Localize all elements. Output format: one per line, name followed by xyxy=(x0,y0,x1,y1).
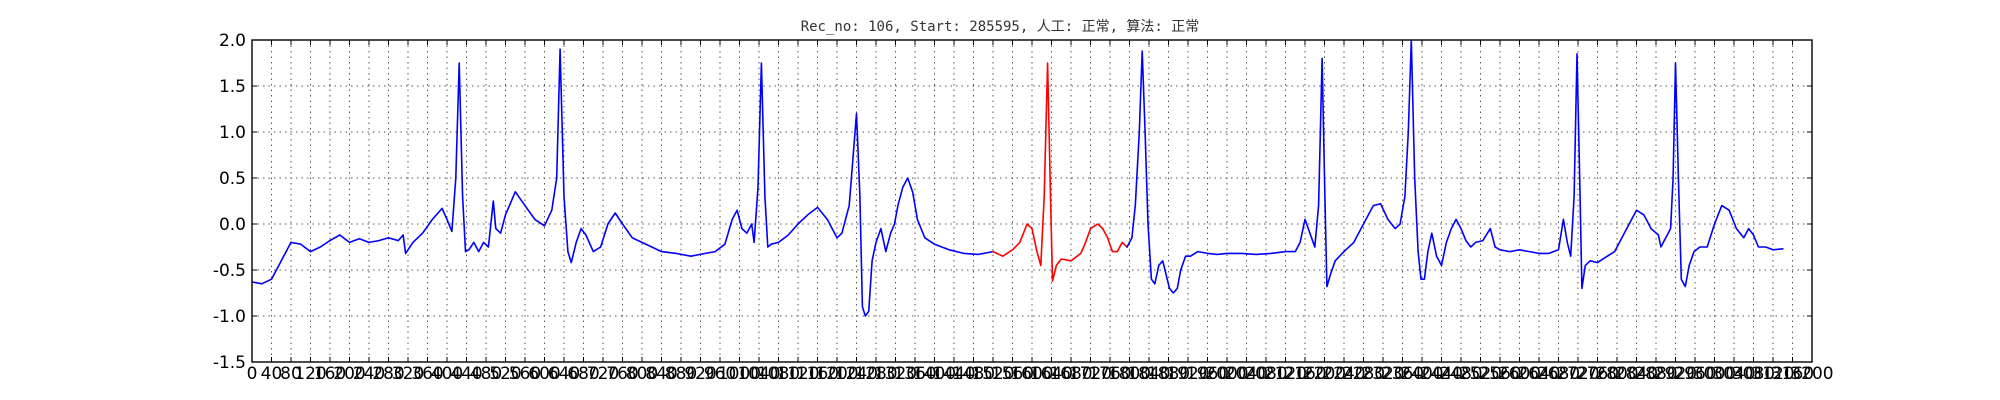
y-tick-label: 0.5 xyxy=(219,169,246,189)
x-tick-label: 1360 xyxy=(893,364,936,384)
y-tick-label: 1.5 xyxy=(219,77,246,97)
x-tick-label: 440 xyxy=(450,364,482,384)
x-tick-label: 960 xyxy=(704,364,736,384)
y-tick-label: 1.0 xyxy=(219,123,246,143)
x-tick-label: 2960 xyxy=(1673,364,1716,384)
x-tick-label: 680 xyxy=(567,364,599,384)
x-tick-label: 120 xyxy=(294,364,326,384)
x-tick-label: 160 xyxy=(314,364,346,384)
x-tick-label: 2840 xyxy=(1615,364,1658,384)
x-tick-label: 2160 xyxy=(1283,364,1326,384)
y-tick-label: 0.0 xyxy=(219,215,246,235)
x-tick-label: 1320 xyxy=(874,364,917,384)
x-tick-label: 520 xyxy=(489,364,521,384)
x-tick-label: 2320 xyxy=(1361,364,1404,384)
x-tick-label: 1720 xyxy=(1069,364,1112,384)
y-tick-label: -1.0 xyxy=(213,307,246,327)
y-tick-label: 2.0 xyxy=(219,31,246,51)
x-tick-label: 3160 xyxy=(1771,364,1814,384)
x-tick-label: 600 xyxy=(528,364,560,384)
x-tick-label: 560 xyxy=(509,364,541,384)
x-tick-label: 920 xyxy=(684,364,716,384)
x-tick-label: 1840 xyxy=(1127,364,1170,384)
x-tick-label: 880 xyxy=(665,364,697,384)
x-tick-label: 2200 xyxy=(1303,364,1346,384)
x-tick-label: 840 xyxy=(645,364,677,384)
series-line xyxy=(1126,39,1784,294)
x-tick-label: 2400 xyxy=(1400,364,1443,384)
grid xyxy=(251,39,1813,363)
x-tick-label: 2640 xyxy=(1517,364,1560,384)
x-tick-label: 2760 xyxy=(1576,364,1619,384)
x-tick-label: 2680 xyxy=(1537,364,1580,384)
x-tick-label: 3120 xyxy=(1751,364,1794,384)
x-tick-label: 2440 xyxy=(1420,364,1463,384)
x-tick-label: 1760 xyxy=(1088,364,1131,384)
x-tick-label: 80 xyxy=(280,364,302,384)
x-tick-label: 1960 xyxy=(1186,364,1229,384)
x-tick-label: 1400 xyxy=(913,364,956,384)
x-tick-label: 2280 xyxy=(1342,364,1385,384)
x-tick-label: 2520 xyxy=(1459,364,1502,384)
x-tick-label: 1680 xyxy=(1049,364,1092,384)
x-tick-label: 0 xyxy=(247,364,258,384)
x-tick-label: 2240 xyxy=(1322,364,1365,384)
x-tick-label: 1040 xyxy=(737,364,780,384)
y-tick-label: -0.5 xyxy=(213,261,246,281)
x-tick-label: 1080 xyxy=(757,364,800,384)
x-tick-label: 1560 xyxy=(991,364,1034,384)
ecg-signal xyxy=(251,39,1784,317)
x-tick-label: 2560 xyxy=(1478,364,1521,384)
x-tick-label: 1440 xyxy=(932,364,975,384)
x-tick-label: 3000 xyxy=(1693,364,1736,384)
x-tick-label: 1520 xyxy=(971,364,1014,384)
x-tick-label: 480 xyxy=(470,364,502,384)
x-tick-label: 2000 xyxy=(1205,364,1248,384)
x-tick-label: 400 xyxy=(431,364,463,384)
x-tick-label: 720 xyxy=(587,364,619,384)
x-tick-label: 1880 xyxy=(1147,364,1190,384)
x-tick-label: 1600 xyxy=(1010,364,1053,384)
x-axis: 0 408012016020024028032036040044048052056… xyxy=(247,40,1834,384)
x-tick-label: 280 xyxy=(372,364,404,384)
x-tick-label: 40 xyxy=(261,364,283,384)
x-tick-label: 1000 xyxy=(718,364,761,384)
x-tick-label: 760 xyxy=(606,364,638,384)
x-tick-label: 1240 xyxy=(835,364,878,384)
y-tick-label: -1.5 xyxy=(213,353,246,373)
x-tick-label: 2360 xyxy=(1381,364,1424,384)
x-tick-label: 2720 xyxy=(1556,364,1599,384)
x-tick-label: 2880 xyxy=(1634,364,1677,384)
x-tick-label: 1640 xyxy=(1030,364,1073,384)
x-tick-label: 2120 xyxy=(1264,364,1307,384)
x-tick-label: 3080 xyxy=(1732,364,1775,384)
x-tick-label: 200 xyxy=(333,364,365,384)
series-line xyxy=(251,48,994,317)
x-tick-label: 2600 xyxy=(1498,364,1541,384)
chart-title: Rec_no: 106, Start: 285595, 人工: 正常, 算法: … xyxy=(801,19,1200,35)
x-tick-label: 800 xyxy=(626,364,658,384)
x-tick-label: 640 xyxy=(548,364,580,384)
x-tick-label: 2080 xyxy=(1244,364,1287,384)
x-tick-label: 1920 xyxy=(1166,364,1209,384)
x-tick-label: 2040 xyxy=(1225,364,1268,384)
x-tick-label: 1200 xyxy=(815,364,858,384)
x-tick-label: 1480 xyxy=(952,364,995,384)
x-tick-label: 2920 xyxy=(1654,364,1697,384)
x-tick-label: 1280 xyxy=(854,364,897,384)
x-tick-label: 320 xyxy=(392,364,424,384)
x-tick-label: 3040 xyxy=(1712,364,1755,384)
x-tick-label: 2800 xyxy=(1595,364,1638,384)
x-tick-label: 360 xyxy=(411,364,443,384)
series-line xyxy=(992,62,1128,282)
x-tick-label: 240 xyxy=(353,364,385,384)
x-tick-label: 3200 xyxy=(1790,364,1833,384)
x-tick-label: 2480 xyxy=(1439,364,1482,384)
x-tick-label: 1160 xyxy=(796,364,839,384)
y-axis: -1.5 -1.0 -0.5 0.0 0.5 1.0 1.5 2.0 xyxy=(213,31,1812,373)
x-tick-label: 1800 xyxy=(1108,364,1151,384)
x-tick-label: 1120 xyxy=(776,364,819,384)
